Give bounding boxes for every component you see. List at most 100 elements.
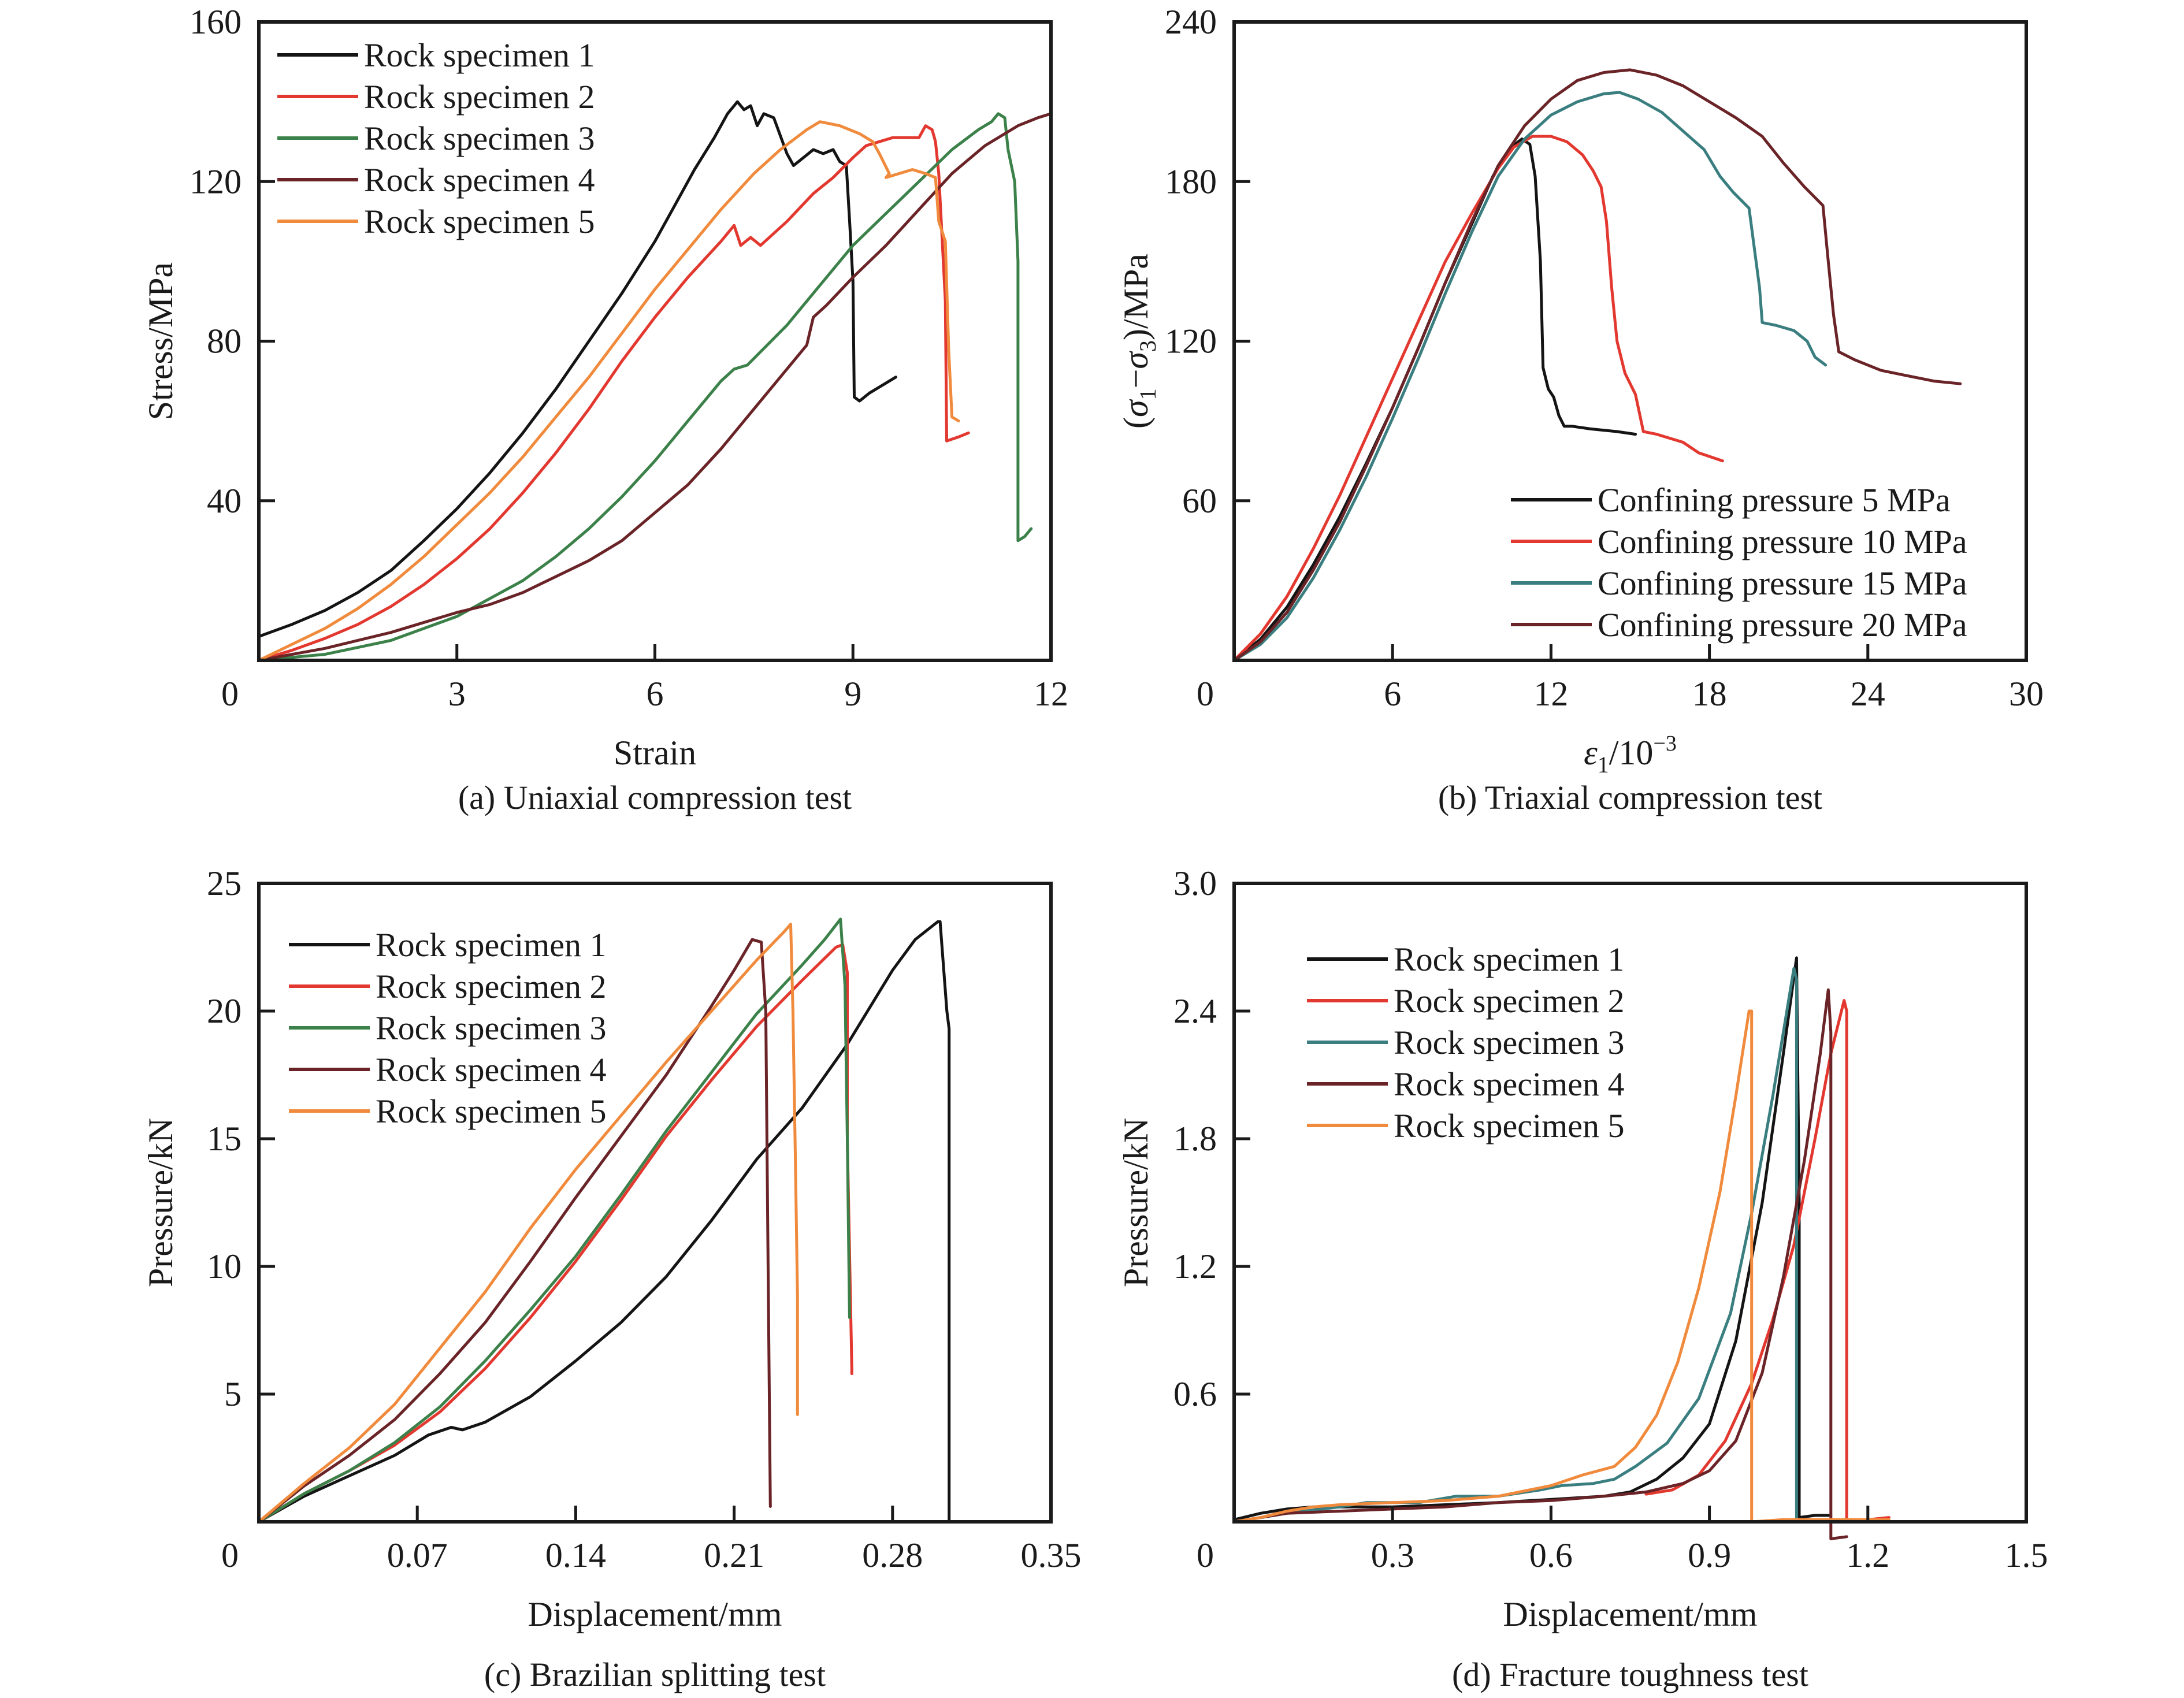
y-tick-label: 80 xyxy=(207,322,242,361)
x-tick-label: 0 xyxy=(221,675,239,713)
series-line-3 xyxy=(259,917,851,1524)
x-tick-label: 12 xyxy=(1533,675,1568,713)
y-tick-label: 180 xyxy=(1165,162,1217,200)
panel-a-uniaxial: 0 3 6 9 12 40 80 120 160 Strain Stress/MPa Rock spe… xyxy=(142,3,1068,816)
x-axis-title: Strain xyxy=(614,734,696,772)
x-tick-label: 0.35 xyxy=(1021,1536,1082,1574)
y-tick-label: 120 xyxy=(190,162,242,200)
y-tick-label: 1.8 xyxy=(1173,1120,1217,1158)
y-tick-label: 3.0 xyxy=(1173,864,1217,902)
x-tick-label: 0.3 xyxy=(1371,1536,1414,1574)
x-axis-title: Displacement/mm xyxy=(1503,1595,1758,1633)
y-tick-label: 0.6 xyxy=(1173,1375,1217,1413)
panel-caption: (c) Brazilian splitting test xyxy=(484,1656,826,1693)
series-line-3 xyxy=(259,112,1033,662)
x-tick-label: 6 xyxy=(647,675,664,713)
x-tick-label: 0.28 xyxy=(862,1536,923,1574)
x-tick-label: 3 xyxy=(448,675,466,713)
series-line-2 xyxy=(1644,999,1890,1524)
x-tick-label: 0.6 xyxy=(1529,1536,1573,1574)
x-tick-label: 12 xyxy=(1034,675,1068,713)
y-axis-title: Pressure/kN xyxy=(142,1118,180,1287)
x-tick-label: 9 xyxy=(844,675,861,713)
x-axis-title: ε1/10−3 xyxy=(1584,731,1677,778)
panel-c-brazilian: 0 0.07 0.14 0.21 0.28 0.35 5 10 15 20 25 Displaceme… xyxy=(142,864,1082,1693)
panel-b-triaxial: 0 6 12 18 24 30 60 120 180 240 ε1/10−3 (σ1−σ3)/MPa C… xyxy=(1117,3,2044,816)
x-tick-label: 6 xyxy=(1384,675,1401,713)
y-tick-label: 120 xyxy=(1165,322,1217,361)
legend-label-3: Rock specimen 3 xyxy=(364,120,595,157)
legend-label-1: Rock specimen 1 xyxy=(376,926,606,964)
series-line-4 xyxy=(1234,68,1962,662)
series-line-5 xyxy=(1234,1009,1890,1524)
x-tick-label: 18 xyxy=(1692,675,1727,713)
series-line-5 xyxy=(259,120,960,662)
panel-caption: (b) Triaxial compression test xyxy=(1438,779,1822,816)
x-tick-label: 0.14 xyxy=(545,1536,606,1574)
x-tick-label: 0.9 xyxy=(1688,1536,1731,1574)
x-tick-label: 0 xyxy=(1197,1536,1214,1574)
legend: Rock specimen 1 Rock specimen 2 Rock speci… xyxy=(289,926,606,1130)
y-tick-label: 5 xyxy=(224,1375,242,1413)
legend: Confining pressure 5 MPa Confining pressu… xyxy=(1511,481,1967,644)
legend-label-1: Rock specimen 1 xyxy=(1394,941,1624,978)
legend-label-2: Rock specimen 2 xyxy=(376,968,606,1005)
panel-caption: (a) Uniaxial compression test xyxy=(458,779,852,816)
legend-label-4: Rock specimen 4 xyxy=(376,1051,606,1088)
y-tick-label: 1.2 xyxy=(1173,1247,1217,1285)
series-line-1 xyxy=(259,100,897,638)
x-tick-label: 1.5 xyxy=(2005,1536,2048,1574)
y-axis-title: Stress/MPa xyxy=(142,262,180,420)
legend-label-4: Rock specimen 4 xyxy=(364,161,595,199)
legend-label-4: Confining pressure 20 MPa xyxy=(1598,606,1967,644)
y-tick-label: 160 xyxy=(190,3,242,41)
plot-frame xyxy=(257,882,1053,1524)
series-line-1 xyxy=(259,920,951,1524)
y-tick-label: 25 xyxy=(207,864,242,902)
legend-label-2: Rock specimen 2 xyxy=(364,78,595,116)
series-line-3 xyxy=(1234,91,1828,662)
legend: Rock specimen 1 Rock specimen 2 Rock speci… xyxy=(277,36,595,240)
series-group xyxy=(1234,956,1890,1540)
y-tick-label: 15 xyxy=(207,1120,242,1158)
series-line-2 xyxy=(259,943,853,1524)
x-tick-label: 1.2 xyxy=(1846,1536,1889,1574)
y-axis-title: (σ1−σ3)/MPa xyxy=(1117,254,1161,429)
y-tick-label: 10 xyxy=(207,1247,242,1285)
legend: Rock specimen 1 Rock specimen 2 Rock speci… xyxy=(1307,941,1624,1145)
legend-label-5: Rock specimen 5 xyxy=(1394,1107,1624,1145)
legend-label-1: Rock specimen 1 xyxy=(364,36,595,74)
legend-label-3: Rock specimen 3 xyxy=(1394,1024,1624,1061)
y-tick-label: 60 xyxy=(1182,482,1217,520)
legend-label-2: Confining pressure 10 MPa xyxy=(1598,523,1967,560)
y-tick-label: 40 xyxy=(207,482,242,520)
x-tick-label: 30 xyxy=(2009,675,2044,713)
legend-label-3: Rock specimen 3 xyxy=(376,1009,606,1047)
y-tick-label: 2.4 xyxy=(1173,992,1217,1030)
series-line-4 xyxy=(259,112,1051,662)
y-axis-title: Pressure/kN xyxy=(1117,1118,1155,1287)
series-group xyxy=(259,100,1051,662)
x-axis-title: Displacement/mm xyxy=(528,1595,782,1633)
plot-frame xyxy=(257,20,1053,662)
plot-frame xyxy=(1232,882,2028,1524)
series-line-5 xyxy=(259,923,799,1524)
panel-d-fracture: 0 0.3 0.6 0.9 1.2 1.5 0.6 1.2 1.8 2.4 3.0 Displacem… xyxy=(1117,864,2048,1693)
legend-label-2: Rock specimen 2 xyxy=(1394,982,1624,1020)
legend-label-5: Rock specimen 5 xyxy=(376,1093,606,1130)
series-line-1 xyxy=(1234,138,1637,662)
legend-label-3: Confining pressure 15 MPa xyxy=(1598,564,1967,602)
legend-label-4: Rock specimen 4 xyxy=(1394,1065,1624,1103)
legend-label-5: Rock specimen 5 xyxy=(364,203,595,240)
y-tick-label: 240 xyxy=(1165,3,1217,41)
panel-caption: (d) Fracture toughness test xyxy=(1452,1656,1808,1693)
x-tick-label: 0.07 xyxy=(387,1536,448,1574)
x-tick-label: 24 xyxy=(1851,675,1885,713)
series-line-2 xyxy=(259,124,970,662)
series-group xyxy=(259,917,951,1524)
x-tick-label: 0 xyxy=(221,1536,239,1574)
series-group xyxy=(1234,68,1962,662)
series-line-2 xyxy=(1234,135,1724,662)
legend-label-1: Confining pressure 5 MPa xyxy=(1598,481,1951,519)
